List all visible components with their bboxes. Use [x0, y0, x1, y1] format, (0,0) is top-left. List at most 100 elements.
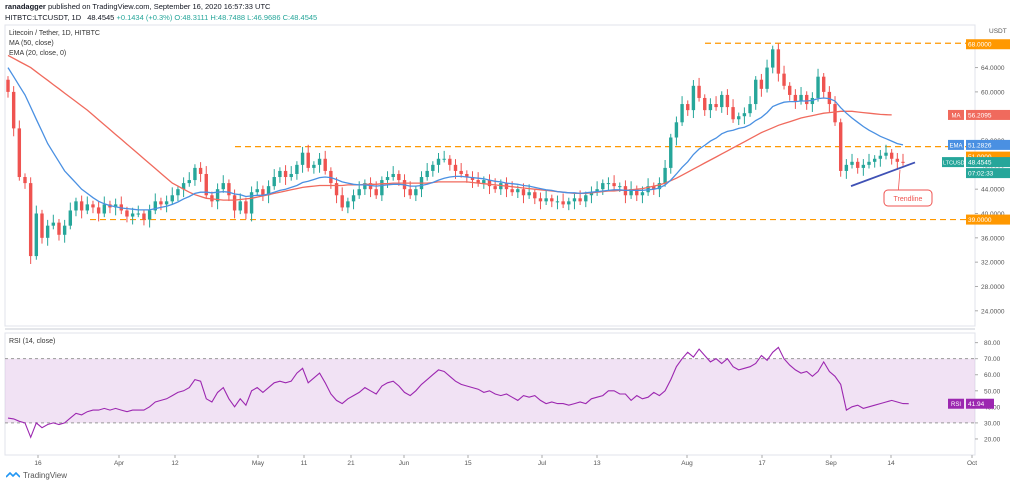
- ma-50-line: [7, 54, 892, 201]
- candle-body: [289, 173, 293, 178]
- candle-body: [261, 189, 265, 196]
- price-tick-label: 28.0000: [981, 284, 1005, 291]
- candle-body: [901, 161, 905, 163]
- candle-body: [176, 189, 180, 196]
- candle-body: [187, 180, 191, 184]
- candle-body: [476, 180, 480, 184]
- rsi-badge-value: 41.94: [968, 401, 985, 408]
- ema-indicator-label[interactable]: EMA (20, close, 0): [9, 50, 67, 57]
- candle-body: [295, 164, 299, 174]
- candle-body: [397, 173, 401, 181]
- candle-body: [221, 183, 225, 190]
- candle-body: [11, 91, 16, 129]
- candle-body: [572, 198, 577, 202]
- candle-body: [130, 213, 135, 217]
- support-badge: 39.0000: [966, 214, 1010, 225]
- publish-date: published on TradingView.com, September …: [47, 2, 271, 11]
- publisher-name[interactable]: ranadagger: [5, 2, 46, 11]
- ema-badge-value: 51.2826: [968, 142, 992, 149]
- candle-body: [6, 79, 10, 92]
- candle-body: [618, 186, 622, 188]
- candle-body: [23, 177, 27, 184]
- candle-body: [68, 210, 73, 226]
- candle-body: [153, 201, 157, 211]
- countdown-badge-box: [966, 168, 1010, 179]
- candle-body: [714, 104, 718, 108]
- candle-body: [40, 213, 44, 238]
- candle-body: [408, 189, 412, 196]
- price-tick-label: 60.0000: [981, 89, 1005, 96]
- symbol-badge-key-text: LTCUSDT: [943, 161, 969, 167]
- close-value: C:48.4545: [282, 13, 318, 22]
- last-price-badge: 48.4545: [966, 157, 1010, 168]
- candle-body: [629, 189, 633, 196]
- candle-body: [878, 155, 883, 159]
- candle-body: [657, 183, 662, 190]
- candle-body: [793, 94, 798, 102]
- candle-body: [465, 173, 469, 178]
- candle-body: [125, 210, 129, 217]
- candle-body: [351, 195, 356, 202]
- support-badge-value: 39.0000: [968, 217, 992, 224]
- candle-body: [487, 180, 492, 187]
- ma-indicator-label[interactable]: MA (50, close): [9, 40, 54, 47]
- low-value: L:46.9686: [247, 13, 281, 22]
- candle-body: [266, 186, 271, 196]
- time-tick-label: 14: [887, 460, 895, 467]
- resistance-badge-box: [966, 39, 1010, 50]
- candle-body: [357, 189, 361, 196]
- candle-body: [51, 222, 56, 226]
- candle-body: [776, 49, 781, 74]
- ma-badge: MA 56.2095: [948, 109, 1010, 120]
- candle-body: [147, 210, 152, 220]
- candle-body: [204, 173, 208, 196]
- candle-body: [442, 158, 446, 160]
- candle-body: [720, 94, 724, 108]
- candle-body: [606, 183, 611, 185]
- candle-body: [91, 204, 95, 208]
- ma-badge-key-text: MA: [952, 113, 961, 119]
- rsi-tick-label: 80.00: [984, 340, 1001, 347]
- candle-body: [838, 122, 843, 171]
- time-tick-label: Sep: [825, 460, 837, 467]
- candle-body: [731, 107, 735, 120]
- price-tick-label: 24.0000: [981, 308, 1005, 315]
- price-tick-label: 32.0000: [981, 260, 1005, 267]
- candle-body: [652, 186, 656, 190]
- time-tick-label: 16: [34, 460, 42, 467]
- candle-body: [62, 225, 67, 235]
- candle-body: [686, 104, 690, 111]
- trendline-callout-box: [883, 189, 933, 207]
- rsi-indicator-label[interactable]: RSI (14, close): [9, 338, 56, 345]
- candle-body: [821, 76, 826, 92]
- candle-body: [436, 158, 441, 165]
- level-51-badge-box: [966, 151, 1010, 162]
- candle-body: [493, 186, 497, 190]
- ema-badge-key-text: EMA: [949, 143, 962, 149]
- candle-body: [312, 164, 316, 168]
- candle-body: [198, 167, 203, 174]
- time-tick-label: Jun: [399, 460, 410, 467]
- trendline: [850, 161, 916, 187]
- candle-body: [703, 97, 707, 111]
- candle-body: [448, 158, 452, 165]
- price-tick-label: 40.0000: [981, 211, 1005, 218]
- last-price-badge-box: [966, 157, 1010, 168]
- resistance-badge: 68.0000: [966, 39, 1010, 50]
- candle-body: [742, 113, 747, 117]
- candle-body: [872, 158, 877, 162]
- last-price-badge-value: 48.4545: [968, 160, 992, 167]
- candle-body: [482, 180, 486, 184]
- candle-body: [601, 183, 605, 190]
- candle-body: [278, 170, 282, 178]
- candle-body: [323, 158, 327, 171]
- candle-body: [640, 192, 645, 196]
- ema-badge: EMA 51.2826: [948, 139, 1010, 150]
- time-tick-label: Apr: [114, 460, 125, 467]
- tradingview-logo: TradingView: [5, 471, 67, 480]
- currency-label: USDT: [989, 28, 1007, 35]
- candle-body: [816, 76, 820, 98]
- candle-body: [142, 213, 146, 220]
- candle-body: [193, 167, 197, 181]
